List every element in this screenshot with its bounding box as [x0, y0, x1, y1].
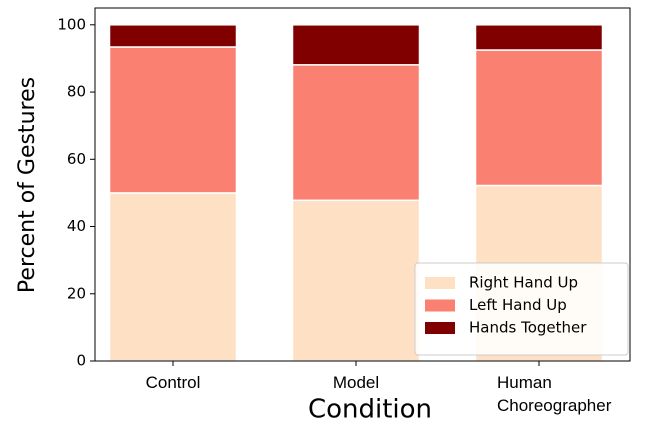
legend-label: Left Hand Up [469, 296, 567, 314]
legend-swatch [425, 299, 455, 312]
x-axis-label: Condition [308, 395, 432, 425]
legend-box [414, 262, 629, 356]
legend-swatch [425, 277, 455, 289]
legend-label: Hands Together [469, 319, 587, 337]
legend-label: Right Hand Up [469, 274, 578, 292]
bar-segment [108, 46, 238, 194]
y-tick-label: 20 [67, 284, 86, 302]
bar-segment [291, 64, 421, 202]
bar-segment [291, 24, 421, 66]
bar-segment [108, 24, 238, 48]
bar-segment [108, 192, 238, 362]
y-tick-label: 40 [67, 217, 86, 235]
bar-segment [474, 24, 604, 51]
y-axis-label: Percent of Gestures [15, 77, 40, 293]
y-tick-label: 0 [76, 352, 86, 370]
y-tick-label: 80 [67, 83, 86, 101]
bar-segment [291, 199, 421, 362]
legend-swatch [425, 322, 455, 334]
bar-segment [474, 49, 604, 187]
x-tick-label: Human Choreographer [497, 373, 612, 415]
plot-frame [94, 7, 631, 362]
y-tick-label: 100 [57, 15, 86, 33]
y-tick-label: 60 [67, 150, 86, 168]
x-tick-label: Control [145, 373, 201, 392]
x-tick-label: Model [332, 373, 380, 392]
